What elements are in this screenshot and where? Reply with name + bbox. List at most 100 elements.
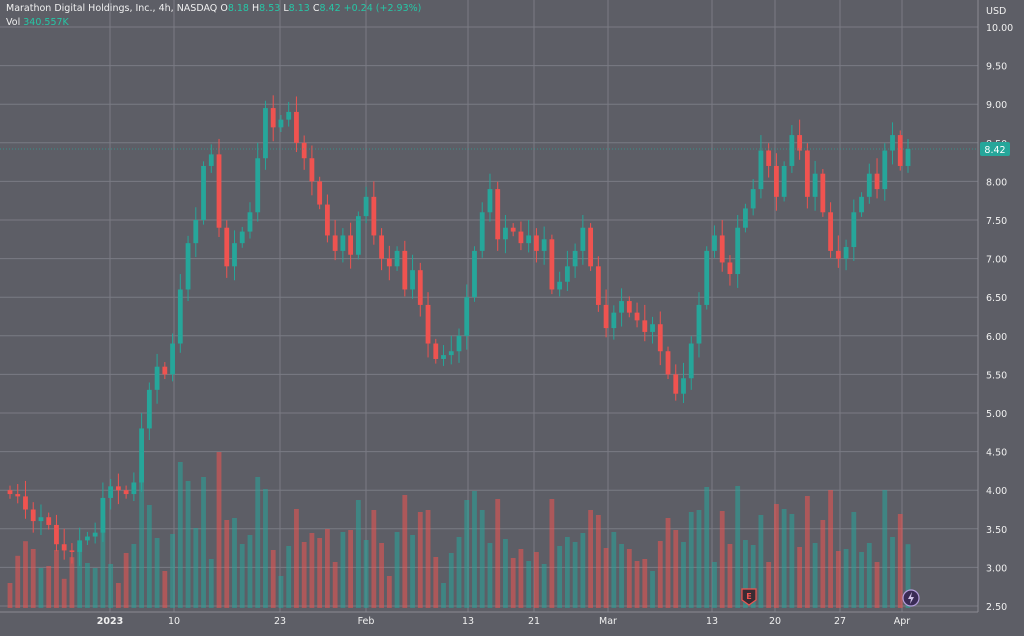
candle-body bbox=[425, 304, 431, 344]
volume-bar bbox=[611, 532, 617, 608]
candle-body bbox=[820, 173, 826, 213]
volume-bar bbox=[139, 472, 145, 608]
candle-body bbox=[115, 486, 121, 491]
earnings-icon[interactable]: E bbox=[741, 588, 757, 606]
candle-body bbox=[549, 239, 555, 290]
volume-bar bbox=[154, 538, 160, 608]
candle-body bbox=[797, 135, 803, 151]
candle-body bbox=[332, 235, 338, 251]
volume-bar bbox=[185, 481, 191, 608]
volume-bar bbox=[866, 543, 872, 608]
volume-bar bbox=[263, 489, 268, 608]
candle-body bbox=[564, 266, 570, 282]
volume-bar bbox=[766, 562, 772, 608]
candle-body bbox=[201, 165, 206, 220]
volume-bar bbox=[85, 563, 90, 608]
x-tick-label: 20 bbox=[769, 616, 781, 627]
candle-body bbox=[503, 227, 508, 240]
volume-bar bbox=[286, 546, 292, 608]
volume-bar bbox=[789, 514, 795, 608]
volume-bar bbox=[247, 535, 253, 608]
candle-body bbox=[766, 150, 772, 166]
candle-body bbox=[177, 289, 183, 344]
candle-body bbox=[557, 281, 563, 290]
candle-body bbox=[100, 497, 106, 533]
volume-bar bbox=[23, 541, 28, 608]
candle-body bbox=[433, 343, 439, 359]
volume-bar bbox=[255, 477, 261, 608]
volume-bar bbox=[170, 534, 175, 608]
volume-bar bbox=[688, 512, 694, 608]
volume-bar bbox=[549, 499, 555, 608]
y-tick-label: 3.00 bbox=[986, 563, 1007, 574]
volume-bar bbox=[572, 542, 578, 608]
svg-text:E: E bbox=[746, 592, 751, 601]
volume-bar bbox=[905, 544, 911, 608]
volume-bar bbox=[773, 504, 779, 608]
volume-bar bbox=[355, 500, 361, 608]
volume-bar bbox=[487, 543, 493, 608]
chart-header: Marathon Digital Holdings, Inc., 4h, NAS… bbox=[6, 3, 421, 14]
volume-bar bbox=[820, 520, 826, 608]
candle-body bbox=[572, 250, 578, 267]
candle-body bbox=[301, 142, 307, 159]
candle-body bbox=[394, 250, 400, 267]
volume-bar bbox=[727, 544, 733, 608]
volume-bar bbox=[317, 538, 323, 608]
y-tick-label: 2.50 bbox=[986, 602, 1007, 613]
volume-bar bbox=[534, 552, 539, 608]
volume-bar bbox=[626, 549, 632, 608]
candle-body bbox=[657, 324, 663, 352]
volume-bar bbox=[371, 510, 377, 608]
volume-bar bbox=[479, 510, 485, 608]
y-tick-label: 4.50 bbox=[986, 448, 1007, 459]
volume-bar bbox=[634, 561, 640, 608]
candle-body bbox=[890, 135, 895, 151]
candle-body bbox=[712, 235, 717, 251]
volume-bar bbox=[650, 571, 655, 608]
candle-body bbox=[286, 111, 292, 120]
close-value: 8.42 bbox=[319, 3, 341, 14]
volume-bar bbox=[743, 540, 748, 608]
candle-body bbox=[866, 173, 872, 197]
volume-value: 340.557K bbox=[23, 17, 69, 28]
y-tick-label: 8.00 bbox=[986, 177, 1007, 188]
volume-bar bbox=[309, 533, 315, 608]
candle-body bbox=[758, 150, 764, 190]
candle-body bbox=[386, 258, 392, 267]
x-tick-label: 10 bbox=[168, 616, 180, 627]
y-tick-label: 4.00 bbox=[986, 486, 1007, 497]
volume-bar bbox=[433, 557, 439, 608]
volume-bar bbox=[665, 518, 671, 608]
volume-bar bbox=[541, 564, 547, 608]
volume-bar bbox=[526, 561, 532, 608]
volume-bar bbox=[758, 515, 764, 608]
y-tick-label: 5.50 bbox=[986, 370, 1007, 381]
candle-body bbox=[348, 235, 354, 255]
volume-bar bbox=[379, 543, 384, 608]
candle-body bbox=[634, 312, 640, 321]
candle-body bbox=[897, 135, 903, 166]
volume-bar bbox=[340, 532, 346, 608]
candle-body bbox=[905, 148, 911, 166]
volume-bar bbox=[425, 510, 431, 608]
candle-body bbox=[681, 378, 686, 394]
volume-bar bbox=[216, 452, 222, 608]
volume-bar bbox=[642, 559, 648, 608]
volume-bar bbox=[696, 510, 702, 608]
candle-body bbox=[77, 540, 83, 552]
dividend-flash-icon[interactable] bbox=[902, 589, 920, 607]
candle-body bbox=[719, 235, 725, 263]
candle-body bbox=[859, 196, 864, 213]
volume-header: Vol 340.557K bbox=[6, 17, 69, 28]
volume-bar bbox=[115, 583, 121, 608]
candle-body bbox=[417, 270, 423, 305]
x-tick-label: 13 bbox=[706, 616, 718, 627]
volume-bar bbox=[239, 544, 245, 608]
candle-body bbox=[619, 301, 624, 313]
candle-body bbox=[789, 135, 795, 166]
close-label: C bbox=[312, 3, 320, 14]
